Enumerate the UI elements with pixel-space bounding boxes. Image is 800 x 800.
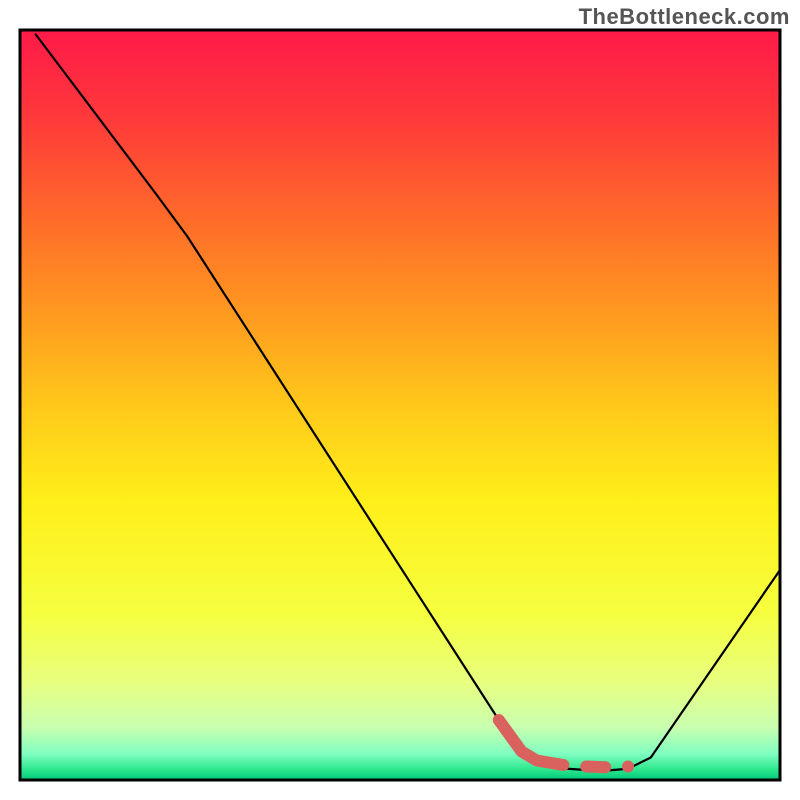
watermark-text: TheBottleneck.com <box>579 4 790 30</box>
optimal-zone-dash <box>586 767 605 768</box>
gradient-background <box>20 30 780 780</box>
chart-svg <box>0 0 800 800</box>
optimal-point-dot <box>622 761 634 773</box>
bottleneck-chart: TheBottleneck.com <box>0 0 800 800</box>
